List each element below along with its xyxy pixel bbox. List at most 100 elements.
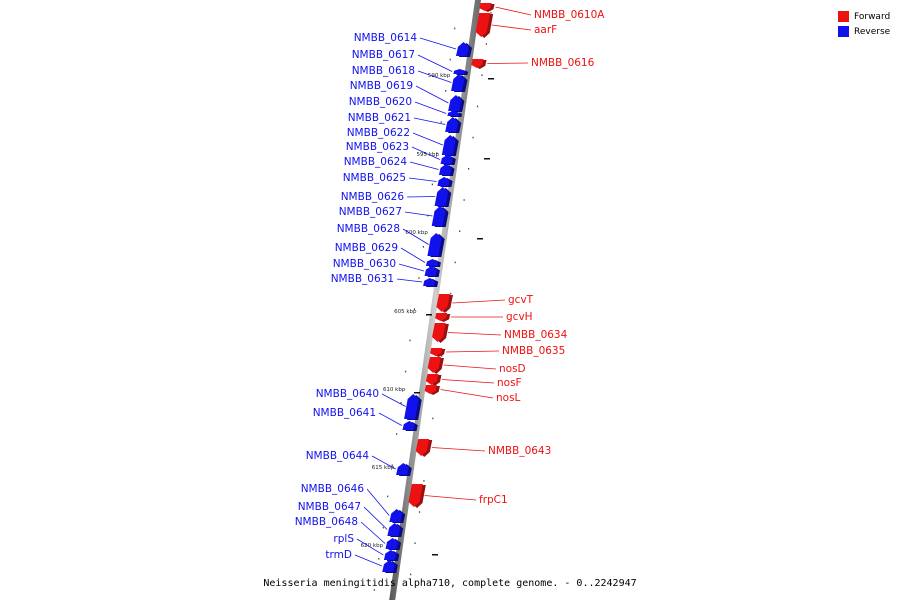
gene-leader-line	[448, 332, 502, 336]
gene-nmbb-0626[interactable]	[434, 187, 452, 207]
gene-label-nmbb-0626[interactable]: NMBB_0626	[341, 191, 405, 203]
gene-rpls[interactable]	[383, 550, 400, 561]
gene-arrow	[402, 421, 415, 430]
gene-nmbb-0623[interactable]	[440, 155, 456, 165]
gene-arrow	[408, 484, 423, 507]
gene-label-nmbb-0621[interactable]: NMBB_0621	[348, 112, 411, 124]
gene-nmbb-0634[interactable]	[432, 323, 449, 343]
gene-label-nmbb-0640[interactable]: NMBB_0640	[316, 388, 379, 400]
gene-label-nmbb-0647[interactable]: NMBB_0647	[298, 501, 361, 513]
gene-label-nmbb-0641[interactable]: NMBB_0641	[313, 407, 376, 419]
gene-label-nmbb-0644[interactable]: NMBB_0644	[306, 450, 370, 462]
gene-nmbb-0627[interactable]	[431, 206, 449, 227]
gene-label-nmbb-0643[interactable]: NMBB_0643	[488, 445, 551, 457]
gene-nmbb-0635[interactable]	[430, 348, 446, 357]
gene-nmbb-0648[interactable]	[385, 538, 402, 550]
gene-label-nmbb-0646[interactable]: NMBB_0646	[301, 483, 365, 495]
gene-arrow	[424, 266, 437, 276]
gene-label-nmbb-0617[interactable]: NMBB_0617	[352, 49, 415, 61]
gene-label-nmbb-0631[interactable]: NMBB_0631	[331, 273, 394, 285]
gene-label-rpls[interactable]: rplS	[333, 533, 354, 545]
gene-nmbb-0644[interactable]	[396, 463, 412, 476]
gene-arrow	[383, 550, 397, 560]
gene-nmbb-0646[interactable]	[389, 509, 406, 523]
gene-label-nmbb-0625[interactable]: NMBB_0625	[343, 172, 406, 184]
gene-arrow	[425, 374, 439, 385]
gene-label-frpc1[interactable]: frpC1	[479, 494, 508, 506]
gene-arrow	[453, 69, 466, 74]
gene-label-nmbb-0624[interactable]: NMBB_0624	[344, 156, 408, 168]
gene-label-nmbb-0620[interactable]: NMBB_0620	[349, 96, 412, 108]
gene-nmbb-0624[interactable]	[438, 164, 455, 176]
gene-label-nmbb-0634[interactable]: NMBB_0634	[504, 329, 568, 341]
gene-trmd[interactable]	[382, 560, 398, 573]
gene-label-nmbb-0619[interactable]: NMBB_0619	[350, 80, 413, 92]
gene-nmbb-0630[interactable]	[424, 266, 440, 277]
scale-tick-label: 605 kbp	[394, 309, 417, 315]
gene-label-gcvh[interactable]: gcvH	[506, 311, 533, 323]
gene-label-nmbb-0614[interactable]: NMBB_0614	[354, 32, 418, 44]
gene-nmbb-0617[interactable]	[453, 69, 469, 75]
gene-label-nmbb-0627[interactable]: NMBB_0627	[339, 206, 402, 218]
gene-label-aarf[interactable]: aarF	[534, 24, 557, 36]
gene-nmbb-0647[interactable]	[387, 523, 404, 537]
scale-tick-label: 600 kbp	[405, 230, 428, 236]
gene-arrow	[441, 135, 456, 155]
scale-tick-label: 595 kbp	[417, 152, 440, 158]
gene-gcvt[interactable]	[436, 294, 453, 313]
gene-label-gcvt[interactable]: gcvT	[508, 294, 534, 306]
gene-label-nmbb-0616[interactable]: NMBB_0616	[531, 57, 595, 69]
gene-nmbb-0621[interactable]	[445, 117, 462, 133]
gene-arrow	[427, 357, 441, 373]
gene-nmbb-0618[interactable]	[450, 74, 468, 92]
gene-nmbb-0640[interactable]	[404, 394, 422, 420]
gene-nosd[interactable]	[427, 357, 444, 374]
axis-guide-dot	[396, 433, 398, 435]
scale-tick-mark	[488, 78, 494, 80]
gene-leader-line	[381, 393, 406, 407]
gene-label-nmbb-0630[interactable]: NMBB_0630	[333, 258, 396, 270]
gene-arrow	[434, 187, 449, 206]
gene-label-nmbb-0629[interactable]: NMBB_0629	[335, 242, 398, 254]
gene-leader-line	[443, 364, 497, 370]
gene-label-nosd[interactable]: nosD	[499, 363, 526, 375]
gene-label-nmbb-0648[interactable]: NMBB_0648	[295, 516, 358, 528]
gene-nmbb-0620[interactable]	[447, 111, 463, 117]
gene-leader-line	[400, 247, 426, 263]
gene-label-nosl[interactable]: nosL	[496, 392, 521, 404]
gene-nmbb-0614[interactable]	[455, 42, 472, 57]
gene-label-nosf[interactable]: nosF	[497, 377, 522, 389]
gene-label-nmbb-0610a[interactable]: NMBB_0610A	[534, 9, 605, 21]
axis-guide-dot	[454, 27, 456, 30]
gene-aarf[interactable]	[475, 13, 494, 38]
gene-gcvh[interactable]	[435, 313, 451, 322]
scale-tick-mark	[414, 392, 420, 394]
gene-nmbb-0625[interactable]	[437, 177, 453, 187]
gene-label-trmd[interactable]: trmD	[325, 549, 352, 561]
gene-frpc1[interactable]	[408, 484, 426, 508]
axis-guide-dot	[463, 199, 465, 201]
gene-nmbb-0616[interactable]	[471, 59, 487, 69]
gene-nmbb-0629[interactable]	[425, 259, 441, 267]
gene-label-nmbb-0623[interactable]: NMBB_0623	[346, 141, 409, 153]
gene-nmbb-0628[interactable]	[427, 233, 445, 257]
gene-nmbb-0641[interactable]	[402, 421, 418, 431]
gene-nmbb-0610a[interactable]	[479, 3, 495, 12]
gene-nmbb-0619[interactable]	[448, 95, 465, 112]
gene-label-nmbb-0628[interactable]: NMBB_0628	[337, 223, 400, 235]
axis-guide-dot	[382, 526, 384, 529]
gene-arrow	[435, 313, 448, 321]
gene-leader-line	[371, 455, 396, 470]
gene-label-nmbb-0622[interactable]: NMBB_0622	[347, 127, 410, 139]
gene-nmbb-0643[interactable]	[415, 439, 433, 457]
gene-label-nmbb-0635[interactable]: NMBB_0635	[502, 345, 565, 357]
gene-label-nmbb-0618[interactable]: NMBB_0618	[352, 65, 415, 77]
gene-leader-line	[356, 538, 384, 556]
gene-nmbb-0622[interactable]	[441, 135, 459, 156]
gene-nmbb-0631[interactable]	[423, 278, 439, 287]
gene-nosl[interactable]	[424, 385, 440, 395]
gene-nosf[interactable]	[425, 374, 442, 386]
gene-leader-line	[378, 412, 402, 426]
axis-guide-dot	[490, 12, 492, 14]
scale-ticks: 590 kbp 595 kbp 600 kbp 605 kbp 610 kbp 615 k…	[361, 73, 494, 556]
